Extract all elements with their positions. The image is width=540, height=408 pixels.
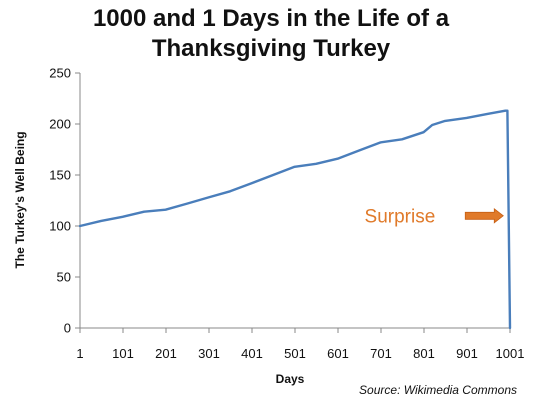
- chart-title-line-2: Thanksgiving Turkey: [152, 35, 391, 62]
- annotation-arrow: [464, 207, 504, 224]
- series-line-0: [78, 109, 512, 330]
- annotation-layer: Surprise: [365, 206, 504, 227]
- x-tick-label: 301: [198, 346, 220, 361]
- x-tick-label: 901: [456, 346, 478, 361]
- x-tick-label: 801: [413, 346, 435, 361]
- x-tick-label: 1: [76, 346, 83, 361]
- axes: 0 50 100 150 200 250 1 101 201 301 401 501 601 701 801…: [49, 66, 524, 362]
- chart-title-line-1: 1000 and 1 Days in the Life of a: [93, 5, 450, 32]
- y-axis-label: The Turkey's Well Being: [13, 131, 27, 268]
- y-tick-label: 200: [49, 117, 71, 132]
- y-tick-label: 0: [64, 321, 71, 336]
- x-tick-label: 401: [241, 346, 263, 361]
- x-tick-label: 701: [370, 346, 392, 361]
- y-tick-label: 250: [49, 66, 71, 81]
- x-tick-label: 501: [284, 346, 306, 361]
- source-note: Source: Wikimedia Commons: [359, 383, 517, 397]
- x-tick-label: 1001: [496, 346, 525, 361]
- x-tick-label: 101: [112, 346, 134, 361]
- y-tick-label: 50: [57, 270, 71, 285]
- y-tick-label: 100: [49, 219, 71, 234]
- series-layer: [78, 109, 512, 330]
- x-axis-label: Days: [276, 372, 305, 386]
- annotation-label: Surprise: [365, 206, 436, 227]
- y-tick-label: 150: [49, 168, 71, 183]
- x-tick-label: 201: [155, 346, 177, 361]
- x-tick-label: 601: [327, 346, 349, 361]
